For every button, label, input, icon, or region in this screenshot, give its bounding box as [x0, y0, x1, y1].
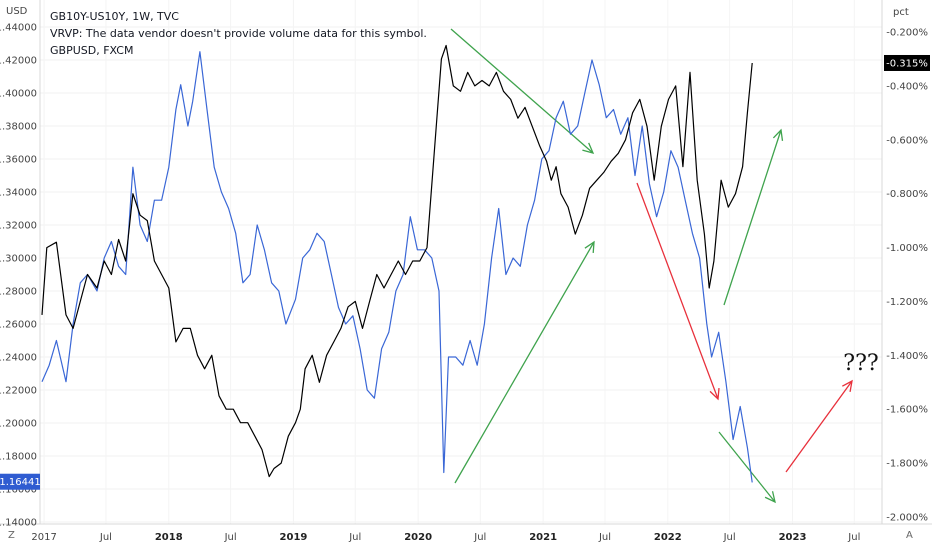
left-tick-label: 1.44000 [0, 23, 37, 34]
series-layer [41, 44, 753, 483]
right-tick-label: -1.800% [886, 459, 928, 470]
last-value-badges: 1.16441 -0.315% [0, 54, 930, 490]
trend-arrow [450, 28, 594, 154]
right-axis-unit: pct [893, 7, 909, 18]
right-tick-label: -1.600% [886, 405, 928, 416]
right-tick-label: -0.600% [886, 135, 928, 146]
series-gbpusd-line [41, 51, 753, 483]
x-tick-label: 2023 [779, 532, 807, 543]
trend-arrow [785, 380, 853, 473]
left-tick-label: 1.40000 [0, 89, 37, 100]
auto-scale-button[interactable]: A [906, 530, 913, 541]
last-value-left-label: 1.16441 [0, 477, 41, 488]
x-tick-label: Jul [348, 532, 361, 543]
chart-legend: GB10Y-US10Y, 1W, TVC VRVP: The data vend… [50, 8, 427, 59]
trend-arrow-head [772, 128, 784, 141]
x-tick-label: Jul [723, 532, 736, 543]
right-axis-ticks: -0.200% -0.400% -0.600% -0.800% -1.000% -1.20… [886, 28, 928, 524]
legend-vrvp[interactable]: VRVP: The data vendor doesn't provide vo… [50, 27, 427, 40]
left-tick-label: 1.14000 [0, 518, 37, 529]
x-axis-ticks: 2017 Jul 2018 Jul 2019 Jul 2020 Jul 2021 Jul 2022 J… [31, 532, 860, 543]
question-annotation: ??? [843, 351, 878, 376]
grid [40, 0, 882, 524]
left-tick-label: 1.42000 [0, 56, 37, 67]
last-value-badge-right [884, 54, 930, 71]
x-tick-label: Jul [99, 532, 112, 543]
legend-gbpusd[interactable]: GBPUSD, FXCM [50, 44, 134, 57]
x-tick-label: Jul [598, 532, 611, 543]
series-spread-line [41, 44, 753, 478]
left-tick-label: 1.28000 [0, 287, 37, 298]
right-tick-label: -1.200% [886, 297, 928, 308]
left-tick-label: 1.20000 [0, 419, 37, 430]
right-tick-label: -1.000% [886, 243, 928, 254]
left-tick-label: 1.34000 [0, 188, 37, 199]
left-axis-ticks: 1.14000 1.16000 1.18000 1.20000 1.22000 1.240… [0, 23, 37, 529]
x-tick-label: 2018 [155, 532, 183, 543]
left-tick-label: 1.18000 [0, 452, 37, 463]
left-axis-unit: USD [6, 6, 28, 17]
last-value-badge-left [0, 473, 40, 490]
trend-arrow [718, 431, 776, 503]
right-tick-label: -0.400% [886, 81, 928, 92]
x-tick-label: 2020 [404, 532, 432, 543]
x-tick-label: 2019 [280, 532, 308, 543]
left-tick-label: 1.16000 [0, 485, 37, 496]
right-tick-label: -2.000% [886, 513, 928, 524]
trend-arrow-head [584, 240, 595, 254]
trend-arrows [450, 28, 853, 504]
left-tick-label: 1.22000 [0, 386, 37, 397]
zoom-reset-button[interactable]: Z [8, 530, 15, 541]
left-tick-label: 1.36000 [0, 155, 37, 166]
trend-arrow [723, 129, 782, 306]
x-tick-label: Jul [224, 532, 237, 543]
x-tick-label: 2017 [31, 532, 56, 543]
x-tick-label: 2021 [529, 532, 557, 543]
trend-arrow-head [709, 387, 720, 401]
left-tick-label: 1.24000 [0, 353, 37, 364]
right-tick-label: -0.800% [886, 189, 928, 200]
trend-arrow [636, 182, 719, 400]
left-tick-label: 1.30000 [0, 254, 37, 265]
last-value-right-label: -0.315% [886, 58, 928, 69]
left-tick-label: 1.26000 [0, 320, 37, 331]
right-tick-label: -0.200% [886, 28, 928, 39]
trend-arrow-head [842, 379, 853, 392]
x-tick-label: Jul [847, 532, 860, 543]
x-tick-label: 2022 [654, 532, 682, 543]
trend-arrow-head [764, 491, 776, 504]
legend-spread[interactable]: GB10Y-US10Y, 1W, TVC [50, 10, 179, 23]
left-tick-label: 1.32000 [0, 221, 37, 232]
x-tick-label: Jul [473, 532, 486, 543]
left-tick-label: 1.38000 [0, 122, 37, 133]
trend-arrow-head [582, 142, 595, 154]
right-tick-label: -1.400% [886, 351, 928, 362]
trend-arrow [454, 241, 595, 484]
